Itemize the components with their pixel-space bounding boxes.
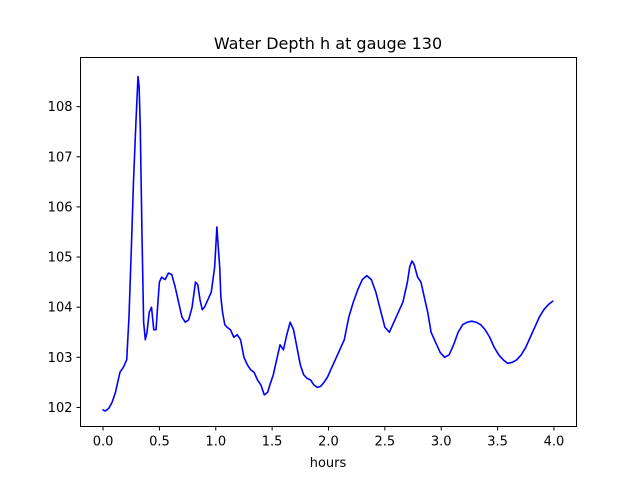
x-tick-label: 1.5: [262, 435, 283, 450]
y-axis: 102 103 104 105 106 107 108: [48, 100, 81, 416]
plot-frame: [80, 57, 577, 427]
series-line: [102, 75, 554, 412]
x-axis-label: hours: [310, 456, 347, 471]
y-tick-label: 106: [48, 200, 73, 215]
x-tick-label: 2.5: [375, 435, 396, 450]
chart-title: Water Depth h at gauge 130: [214, 34, 442, 53]
y-tick-label: 107: [48, 150, 73, 165]
y-tick-label: 105: [48, 251, 73, 266]
y-tick-label: 108: [48, 100, 73, 115]
x-tick-label: 4.0: [544, 435, 565, 450]
y-tick-label: 103: [48, 351, 73, 366]
x-tick-label: 3.0: [431, 435, 452, 450]
y-tick-label: 104: [48, 301, 73, 316]
x-tick-label: 2.0: [318, 435, 339, 450]
x-axis: 0.0 0.5 1.0 1.5 2.0 2.5 3.0 3.5 4.0: [93, 426, 565, 450]
x-tick-label: 1.0: [205, 435, 226, 450]
x-tick-label: 0.0: [93, 435, 114, 450]
y-tick-label: 102: [48, 401, 73, 416]
x-tick-label: 0.5: [149, 435, 170, 450]
x-tick-label: 3.5: [487, 435, 508, 450]
